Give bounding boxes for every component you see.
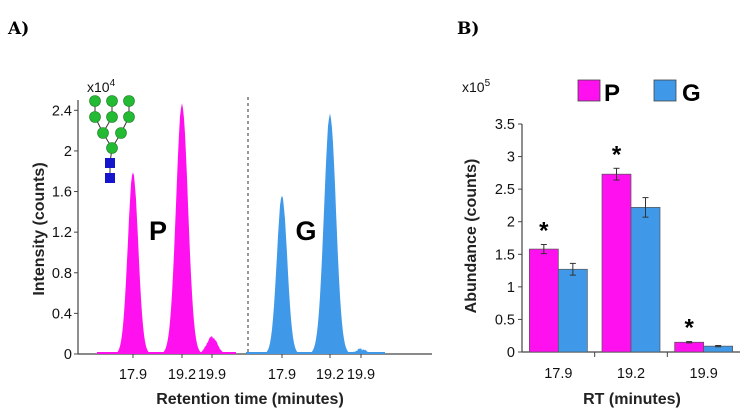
panel-b-bars: * * * — [528, 141, 734, 353]
glycan-mannose — [89, 111, 101, 123]
panel-b-ytick-label: 0 — [507, 345, 515, 361]
panel-a-xtick-label: 17.9 — [119, 367, 147, 383]
chromatogram-peak-g-0 — [254, 195, 310, 354]
glycan-structure-icon — [89, 95, 135, 183]
panel-a-xtick-label: 19.9 — [198, 367, 226, 383]
panel-a-ytick-label: 0.8 — [52, 266, 72, 282]
panel-a-label: A) — [7, 19, 29, 39]
chromatogram-peak-g-2 — [333, 347, 389, 354]
glycan-mannose — [106, 142, 118, 154]
panel-b-multiplier: x105 — [462, 78, 491, 95]
glycan-mannose — [106, 111, 118, 123]
panel-b-ytick-label: 1.5 — [495, 247, 515, 263]
panel-b-xtick-label: 19.9 — [690, 366, 718, 382]
panel-a-series-label-g: G — [295, 216, 316, 246]
glycan-mannose — [106, 95, 118, 107]
panel-b-legend: P G — [577, 79, 701, 107]
glycan-mannose — [89, 95, 101, 107]
bar-p-17.9 — [528, 248, 559, 353]
chromatogram-peak-p-0 — [105, 172, 161, 354]
panel-b-label: B) — [457, 19, 479, 39]
panel-a-series-label-p: P — [149, 216, 167, 246]
significance-marker: * — [612, 141, 622, 168]
panel-a-ytick-label: 1.6 — [52, 185, 72, 201]
bar-g-17.9 — [557, 268, 588, 353]
significance-marker: * — [539, 218, 549, 245]
panel-a-axes: 00.40.81.21.622.417.9 19.2 19.9 17.9 19.2 19.… — [52, 97, 432, 383]
panel-b-ytick-label: 0.5 — [495, 312, 515, 328]
legend-swatch-g — [653, 79, 677, 102]
panel-a-xtick-label: 19.2 — [316, 367, 344, 383]
panel-b-ytick-label: 3 — [507, 150, 515, 166]
panel-b-ylabel: Abundance (counts) — [463, 159, 480, 314]
panel-a-ytick-label: 0.4 — [52, 306, 72, 322]
panel-b-ytick-label: 3.5 — [495, 117, 515, 133]
panel-b-ytick-label: 2 — [507, 215, 515, 231]
panel-b-xtick-label: 19.2 — [617, 366, 645, 382]
significance-marker: * — [684, 315, 694, 342]
chromatogram-peak-p-2 — [184, 335, 240, 354]
bar-p-19.9 — [674, 341, 705, 353]
chromatogram-peak-p-1 — [150, 103, 214, 354]
panel-b-xlabel: RT (minutes) — [583, 391, 681, 408]
panel-a-xlabel: Retention time (minutes) — [156, 391, 344, 408]
panel-a-ylabel: Intensity (counts) — [31, 162, 48, 295]
glycan-mannose — [123, 95, 135, 107]
panel-b-xtick-label: 17.9 — [544, 366, 572, 382]
legend-label-p: P — [604, 80, 620, 107]
chromatogram-baseline-g — [246, 352, 385, 354]
glycan-mannose — [123, 111, 135, 123]
glycan-glcnac — [105, 173, 115, 183]
chromatogram-peak-g-1 — [298, 113, 362, 354]
panel-a-xtick-label: 19.9 — [347, 367, 375, 383]
panel-b-ytick-label: 1 — [507, 280, 515, 296]
panel-a-ytick-label: 2.4 — [52, 103, 72, 119]
glycan-mannose — [97, 127, 109, 139]
bar-p-19.2 — [601, 173, 632, 353]
panel-a-chromatograms — [97, 103, 389, 354]
panel-a-xtick-label: 19.2 — [168, 367, 196, 383]
legend-label-g: G — [682, 80, 701, 107]
glycan-glcnac — [105, 158, 115, 168]
panel-a-ytick-label: 2 — [64, 144, 72, 160]
legend-swatch-p — [577, 79, 601, 102]
panel-a-multiplier: x104 — [87, 78, 116, 95]
glycan-mannose — [115, 127, 127, 139]
panel-b-ytick-label: 2.5 — [495, 182, 515, 198]
chromatogram-baseline-p — [97, 352, 236, 354]
bar-g-19.2 — [630, 207, 661, 353]
panel-a-xtick-label: 17.9 — [268, 367, 296, 383]
panel-a-ytick-label: 0 — [64, 347, 72, 363]
panel-a-ytick-label: 1.2 — [52, 225, 72, 241]
